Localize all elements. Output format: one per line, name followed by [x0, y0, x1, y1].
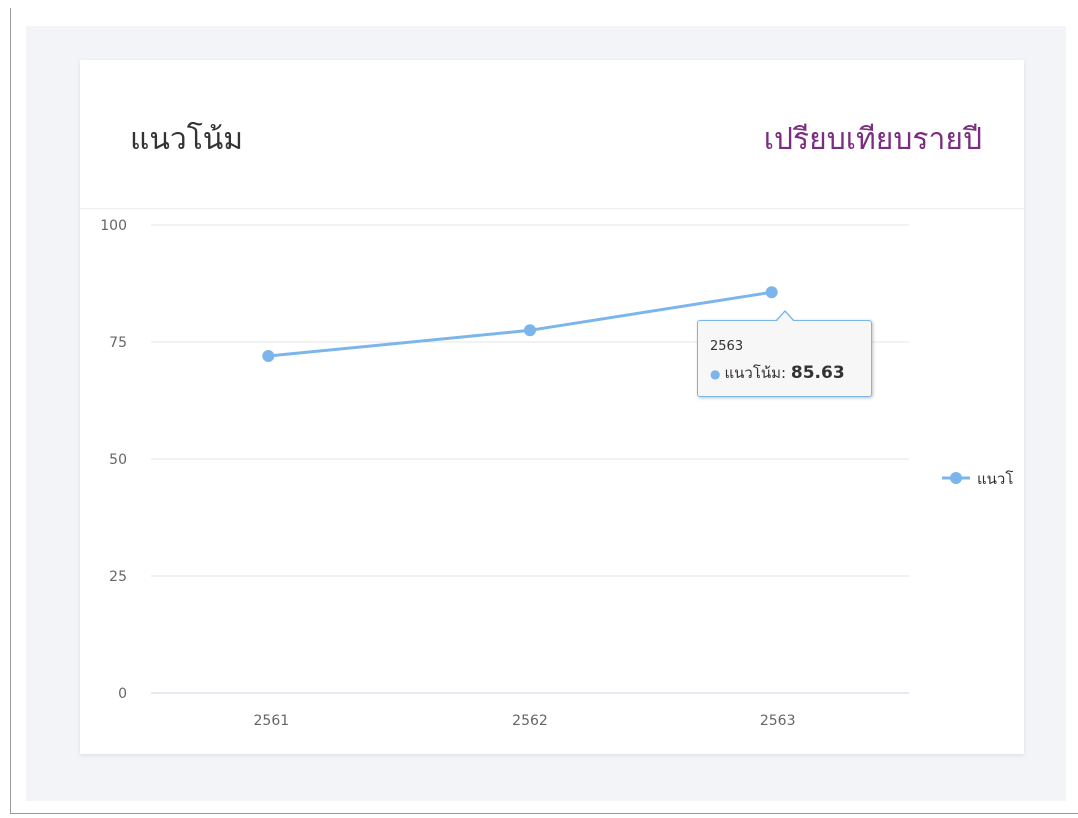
y-tick-label: 25 [109, 569, 127, 585]
card-header: แนวโน้ม เปรียบเทียบรายปี [80, 60, 1024, 209]
x-tick-label: 2563 [760, 713, 796, 729]
data-point [524, 324, 536, 337]
chart-tooltip: 2563 ● แนวโน้ม: 85.63 [697, 310, 872, 397]
tooltip-series-dot: ● [710, 367, 721, 381]
tooltip-series-label: แนวโน้ม: [724, 364, 787, 382]
x-tick-label: 2561 [254, 713, 290, 729]
tooltip-row: ● แนวโน้ม: 85.63 [710, 361, 845, 385]
y-tick-label: 0 [118, 686, 127, 702]
legend-marker [950, 472, 962, 484]
tooltip-header: 2563 [710, 339, 744, 354]
y-tick-label: 75 [109, 335, 127, 351]
card-title: แนวโน้ม [130, 122, 244, 157]
trend-card: แนวโน้ม เปรียบเทียบรายปี [80, 60, 1024, 754]
x-tick-label: 2562 [512, 713, 548, 729]
tooltip-arrow-inner [776, 312, 794, 322]
compare-yearly-link[interactable]: เปรียบเทียบรายปี [763, 122, 982, 157]
data-point [262, 350, 275, 363]
y-tick-label: 100 [100, 218, 127, 234]
legend-label: แนวโ [977, 470, 1013, 488]
tooltip-value: 85.63 [790, 363, 845, 383]
y-tick-label: 50 [109, 452, 127, 468]
data-point [765, 286, 778, 299]
